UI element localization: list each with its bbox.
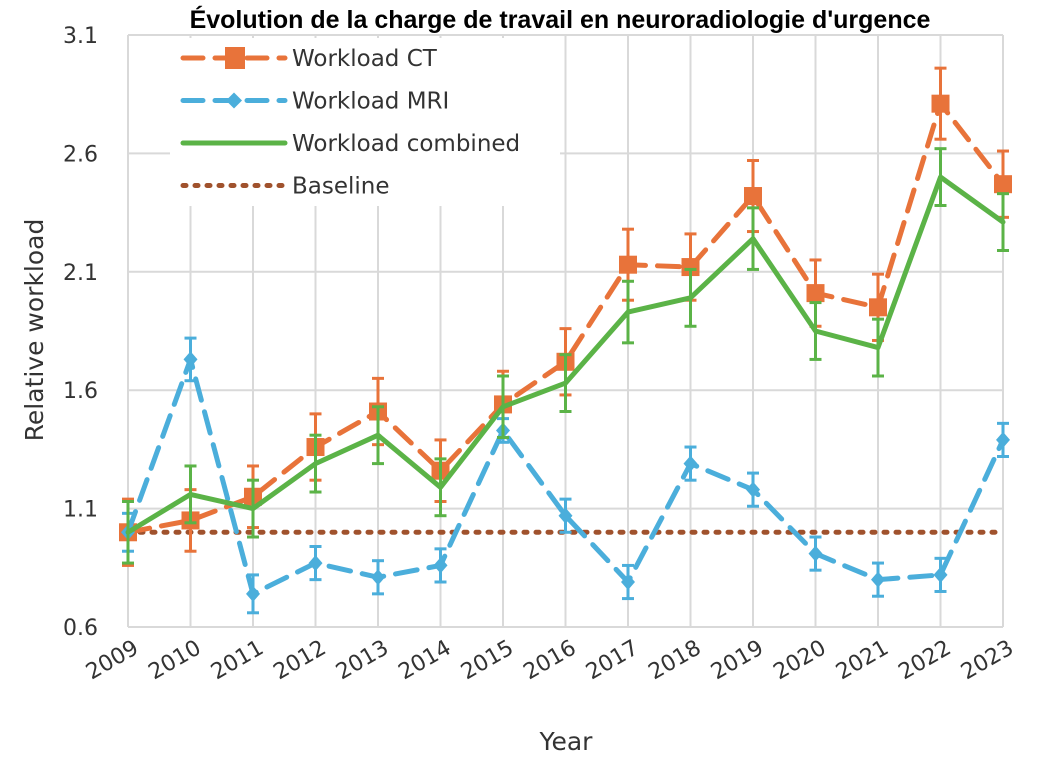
- x-tick-label: 2014: [395, 636, 456, 686]
- chart-title: Évolution de la charge de travail en neu…: [190, 5, 931, 34]
- data-point-square: [619, 255, 637, 274]
- legend: Workload CT Workload MRI Workload combined…: [170, 38, 560, 206]
- y-axis-label: Relative workload: [20, 219, 49, 442]
- x-axis-label: Year: [539, 727, 594, 756]
- data-point-diamond: [683, 455, 698, 472]
- x-tick-label: 2015: [457, 636, 518, 686]
- x-tick-label: 2009: [82, 636, 143, 686]
- x-tick-label: 2022: [895, 636, 956, 686]
- legend-label: Baseline: [292, 174, 390, 200]
- y-tick-label: 0.6: [63, 616, 98, 641]
- series-workload-combined: [122, 147, 1009, 565]
- data-point-square: [994, 175, 1012, 194]
- series-line: [125, 356, 1006, 597]
- x-tick-label: 2011: [207, 636, 268, 686]
- legend-square-marker: [225, 47, 245, 69]
- legend-label: Workload MRI: [292, 89, 449, 115]
- series-line: [125, 174, 1006, 535]
- x-tick-label: 2020: [770, 636, 831, 686]
- x-tick-label: 2016: [520, 636, 581, 686]
- x-tick-label: 2012: [270, 636, 331, 686]
- data-point-diamond: [871, 571, 885, 588]
- data-point-diamond: [621, 574, 635, 591]
- x-tick-label: 2021: [832, 636, 893, 686]
- data-point-diamond: [746, 481, 760, 498]
- data-point-diamond: [808, 545, 823, 562]
- series-line: [125, 101, 1006, 535]
- legend-label: Workload CT: [292, 46, 438, 72]
- legend-diamond-marker: [226, 92, 242, 109]
- data-point-diamond: [933, 566, 948, 583]
- data-point-square: [931, 94, 950, 113]
- data-point-diamond: [308, 555, 323, 572]
- data-point-square: [806, 284, 825, 303]
- data-point-diamond: [371, 569, 385, 586]
- data-point-diamond: [558, 507, 573, 524]
- data-point-diamond: [433, 557, 448, 574]
- x-tick-label: 2019: [707, 636, 768, 686]
- y-tick-label: 2.1: [63, 261, 98, 286]
- x-tick-label: 2017: [582, 636, 643, 686]
- y-tick-label: 1.6: [63, 379, 98, 404]
- data-point-square: [869, 298, 887, 317]
- x-tick-label: 2010: [145, 636, 206, 686]
- data-point-square: [744, 187, 762, 206]
- data-point-diamond: [246, 585, 260, 602]
- y-tick-label: 2.6: [63, 142, 98, 167]
- data-point-square: [681, 258, 700, 277]
- y-tick-label: 3.1: [63, 24, 98, 49]
- data-point-diamond: [996, 431, 1010, 448]
- x-tick-label: 2013: [332, 636, 393, 686]
- x-tick-label: 2018: [645, 636, 706, 686]
- x-tick-label: 2023: [957, 636, 1018, 686]
- y-tick-label: 1.1: [63, 498, 98, 523]
- series-workload-mri: [121, 336, 1010, 615]
- data-point-diamond: [183, 351, 198, 368]
- legend-label: Workload combined: [292, 131, 520, 157]
